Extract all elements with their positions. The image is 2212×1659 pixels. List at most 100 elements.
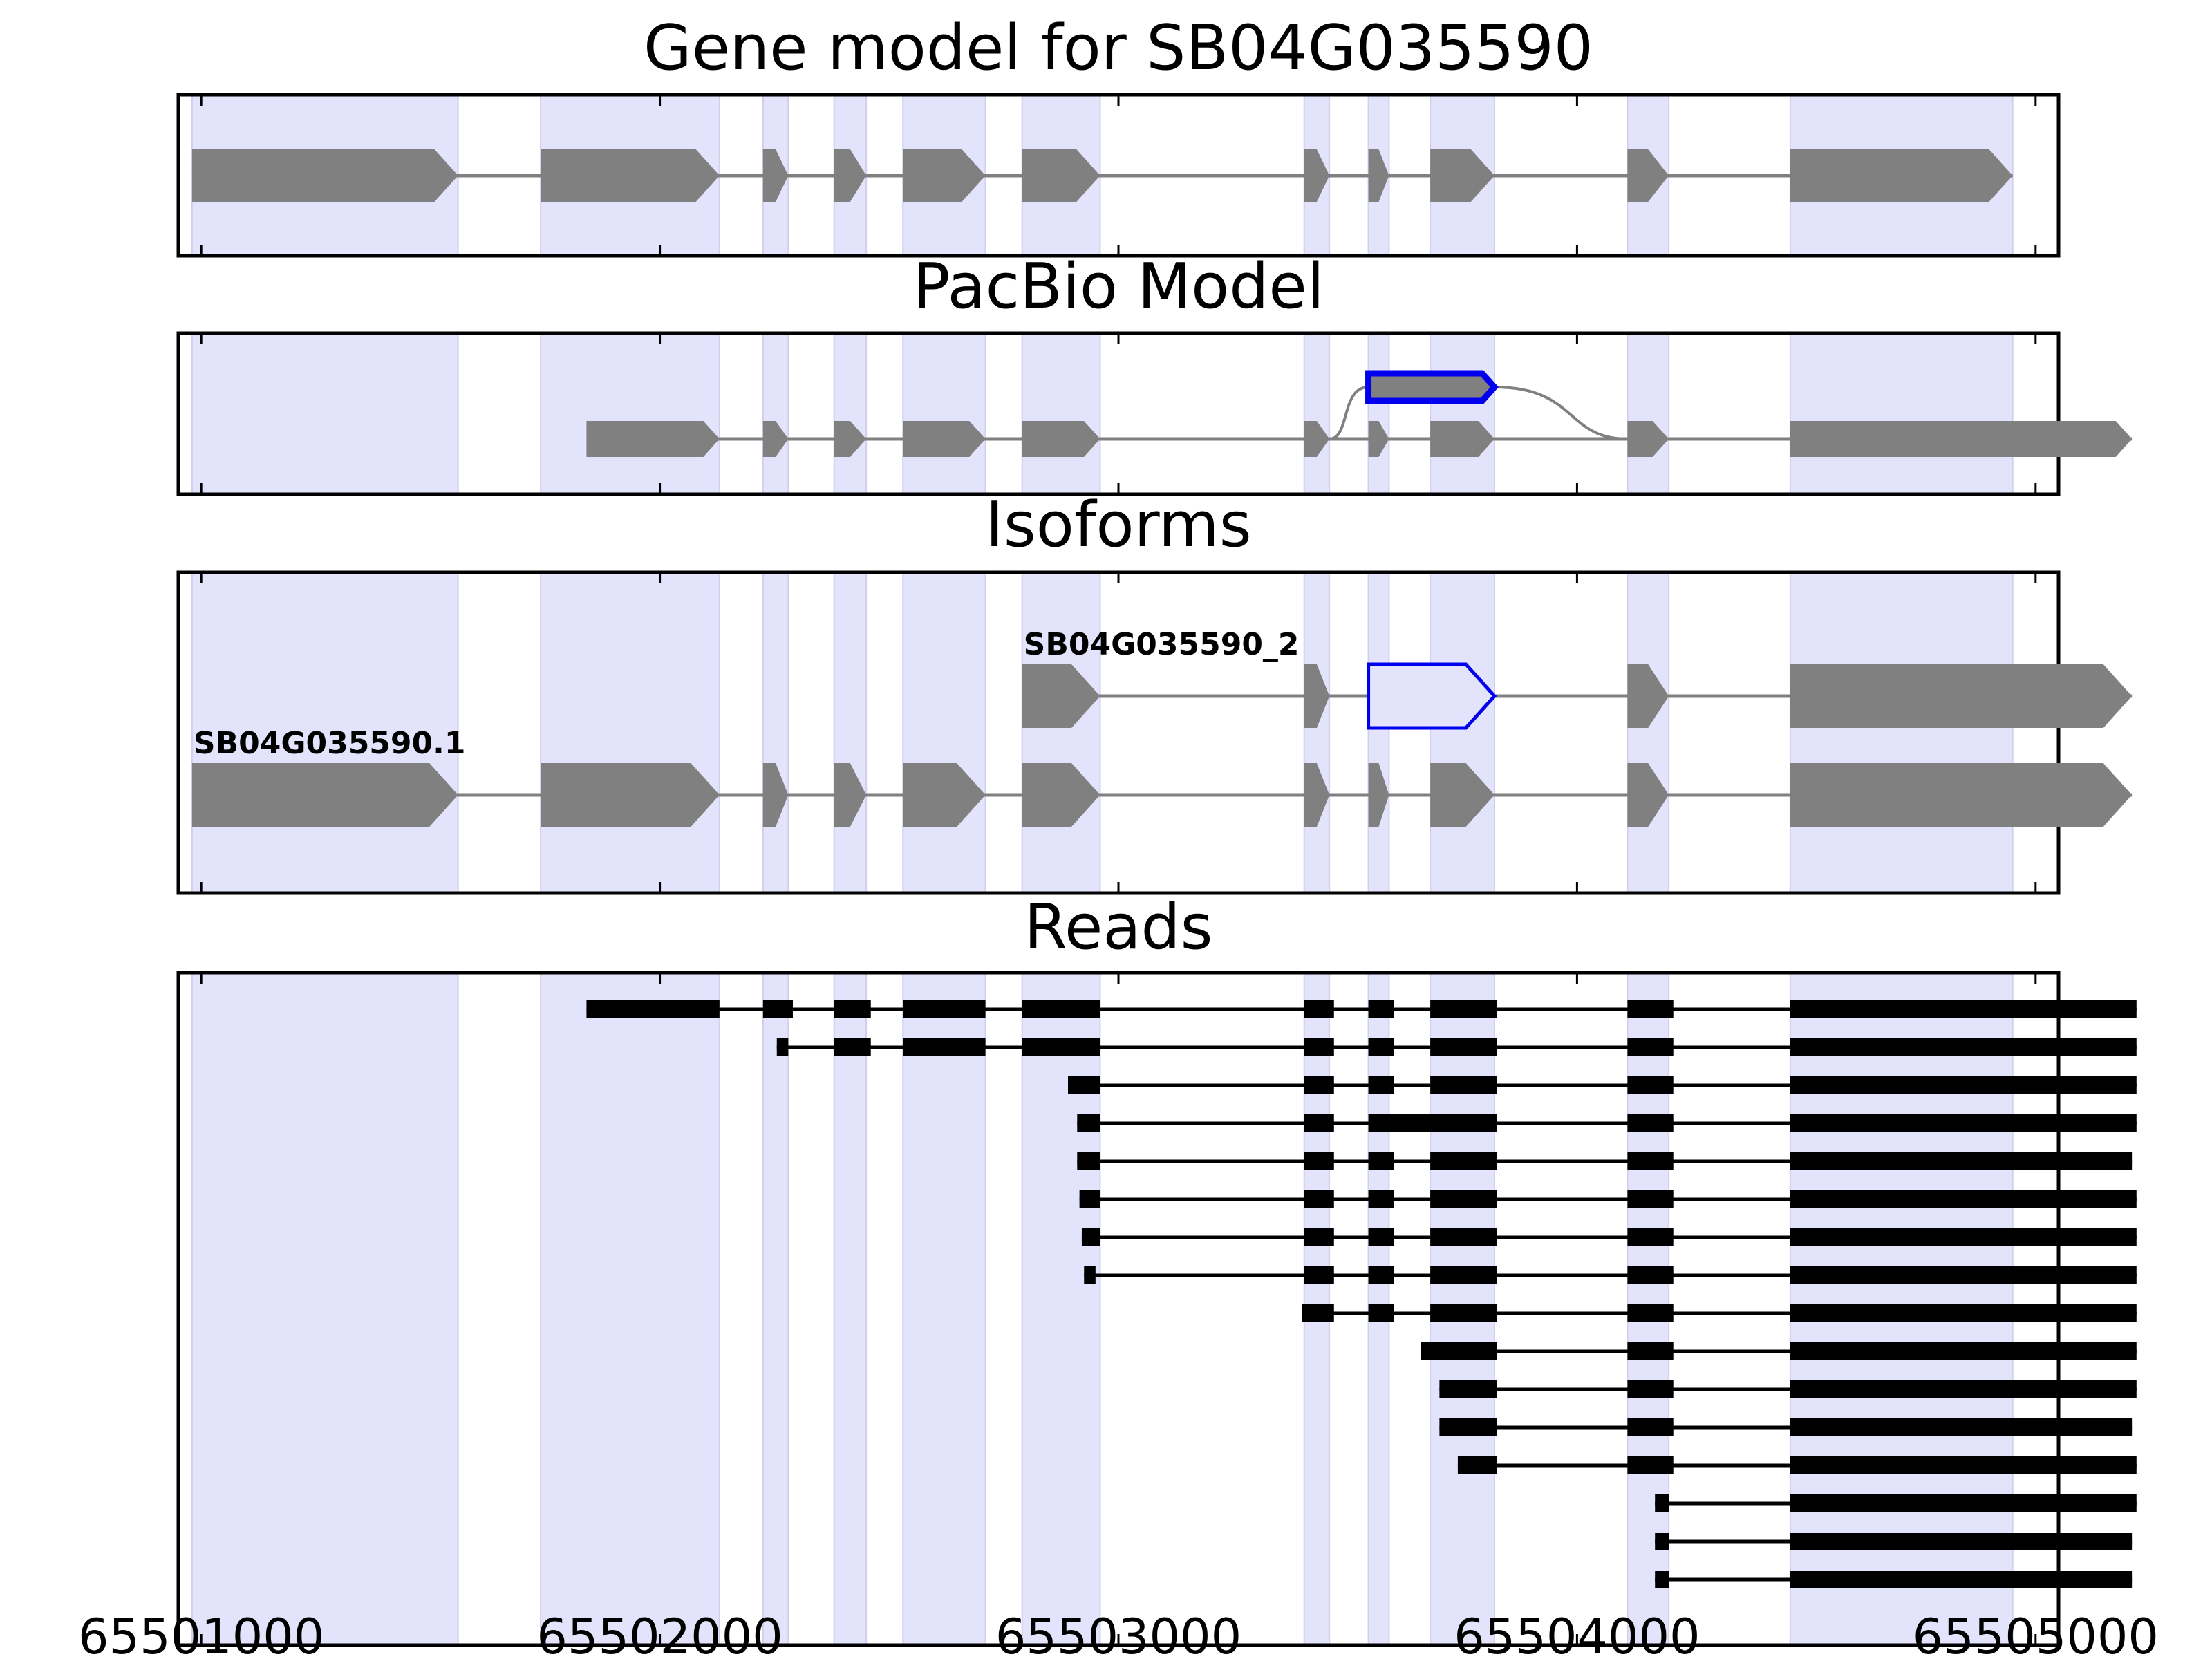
read-block <box>834 1000 871 1018</box>
read-block <box>1627 1380 1674 1398</box>
read-block <box>1790 1418 2133 1436</box>
exon-shading-band <box>902 972 986 1646</box>
read-block <box>1790 1380 2137 1398</box>
read-block <box>1077 1152 1100 1170</box>
panel-title: Isoforms <box>985 489 1251 561</box>
read-block <box>1430 1038 1497 1056</box>
read-block <box>1079 1190 1100 1208</box>
read-block <box>1304 1114 1334 1132</box>
exon <box>1790 664 2133 728</box>
read-block <box>1421 1342 1497 1360</box>
exon-shading-band <box>1303 332 1331 495</box>
exon <box>191 763 458 827</box>
read-block <box>1368 1152 1394 1170</box>
read-block <box>1368 1266 1394 1284</box>
read-block <box>1430 1190 1497 1208</box>
read-block <box>1790 1000 2137 1018</box>
read-block <box>834 1038 871 1056</box>
read-block <box>903 1038 986 1056</box>
exon-shading-band <box>1789 572 2014 894</box>
reads-panel: Reads 65501000 65502000 65503000 65504000 655… <box>78 891 2159 1659</box>
x-tick-label: 65504000 <box>1454 1609 1700 1659</box>
exon-shading-band <box>1367 572 1390 894</box>
exon <box>586 421 720 457</box>
exon-shading-band <box>540 972 720 1646</box>
read-block <box>1790 1076 2137 1094</box>
exon-shading-band <box>540 332 720 495</box>
panel-title: Reads <box>1024 891 1212 964</box>
read-block <box>1790 1494 2137 1512</box>
read-block <box>1790 1114 2137 1132</box>
read-block <box>1430 1000 1497 1018</box>
exon <box>834 421 867 457</box>
junction-curve <box>1329 386 1369 440</box>
read-block <box>1368 1228 1394 1246</box>
read-block <box>903 1000 986 1018</box>
exon-shading-band <box>1021 332 1101 495</box>
exon-shading-band <box>1430 332 1496 495</box>
exon-shading-band <box>1021 572 1101 894</box>
exon <box>762 149 789 202</box>
read-block <box>1790 1571 2133 1588</box>
panel-frame <box>176 971 2061 1647</box>
exon <box>1022 664 1100 728</box>
read-block <box>1439 1418 1497 1436</box>
pacbio-model-panel: PacBio Model <box>176 250 2133 496</box>
x-tick-label: 65501000 <box>78 1609 324 1659</box>
exon <box>1368 421 1389 457</box>
junction-curve <box>1494 386 1628 440</box>
isoform-label: SB04G035590_2 <box>1024 627 1300 662</box>
read-block <box>1627 1266 1674 1284</box>
highlighted-exon <box>1367 662 1497 730</box>
read-block <box>1790 1152 2133 1170</box>
read-block <box>1627 1076 1674 1094</box>
read-block <box>1304 1228 1334 1246</box>
panel-title: PacBio Model <box>912 250 1324 323</box>
exon <box>1430 421 1494 457</box>
read-block <box>1304 1190 1334 1208</box>
panel-frame <box>176 570 2061 895</box>
read-block <box>1077 1114 1100 1132</box>
exon <box>1790 149 2013 202</box>
highlighted-exon <box>1365 370 1499 404</box>
read-block <box>1368 1000 1394 1018</box>
exon <box>1627 763 1669 827</box>
exon-shading-band <box>191 572 459 894</box>
read-block <box>1655 1533 1669 1550</box>
exon <box>1022 149 1100 202</box>
read-block <box>1790 1228 2137 1246</box>
exon <box>1368 149 1389 202</box>
exon <box>834 149 867 202</box>
exon-shading-band <box>1430 572 1496 894</box>
read-block <box>776 1038 789 1056</box>
read-block <box>1081 1228 1100 1246</box>
panel-frame <box>176 93 2061 258</box>
read-block <box>1304 1266 1334 1284</box>
read-block <box>1368 1076 1394 1094</box>
read-block <box>1790 1304 2137 1322</box>
exon-shading-band <box>833 332 868 495</box>
read-block <box>1627 1228 1674 1246</box>
read-block <box>1068 1076 1100 1094</box>
read-block <box>1655 1571 1669 1588</box>
exon-shading-band <box>833 572 868 894</box>
exon <box>762 421 789 457</box>
exon <box>1627 421 1669 457</box>
read-block <box>1627 1114 1674 1132</box>
exon <box>1790 421 2133 457</box>
read-block <box>1368 1114 1497 1132</box>
panel-frame <box>176 331 2061 496</box>
read-block <box>1627 1304 1674 1322</box>
exon-shading-band <box>762 332 789 495</box>
read-block <box>1655 1494 1669 1512</box>
read-block <box>1304 1000 1334 1018</box>
x-tick-label: 65505000 <box>1913 1609 2159 1659</box>
exon <box>1304 149 1330 202</box>
exon <box>903 149 986 202</box>
read-block <box>1084 1266 1096 1284</box>
read-block <box>1790 1456 2137 1474</box>
read-block <box>1627 1152 1674 1170</box>
read-block <box>1790 1190 2137 1208</box>
exon <box>1022 421 1100 457</box>
exon <box>1430 149 1494 202</box>
